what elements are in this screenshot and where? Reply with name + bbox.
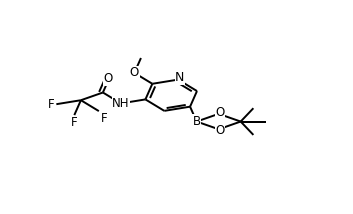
Text: O: O: [215, 107, 225, 119]
Text: O: O: [130, 66, 139, 79]
Text: NH: NH: [112, 97, 130, 110]
Text: O: O: [215, 124, 225, 137]
Text: B: B: [193, 115, 201, 128]
Text: N: N: [175, 71, 185, 84]
Text: F: F: [101, 112, 107, 125]
Text: O: O: [104, 72, 113, 85]
Text: F: F: [71, 116, 78, 129]
Text: F: F: [48, 98, 55, 111]
